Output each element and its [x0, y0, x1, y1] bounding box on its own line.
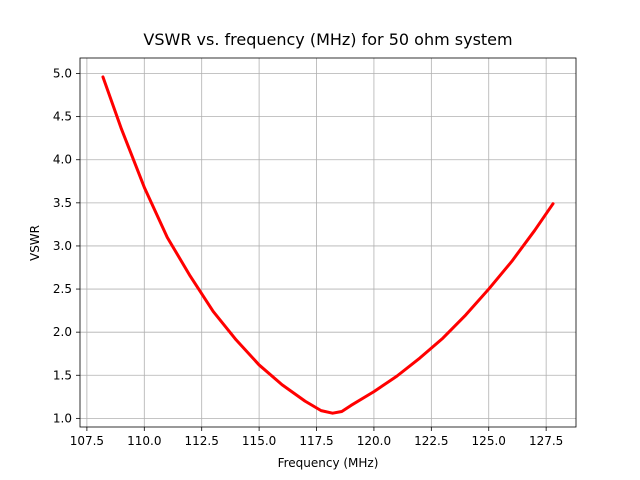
plot-frame — [79, 57, 577, 428]
chart-title: VSWR vs. frequency (MHz) for 50 ohm syst… — [143, 30, 512, 49]
x-tick-label: 117.5 — [299, 434, 333, 448]
y-tick-label: 1.0 — [53, 411, 72, 425]
y-tick-label: 3.5 — [53, 196, 72, 210]
y-tick-label: 2.0 — [53, 325, 72, 339]
series-layer — [101, 75, 555, 415]
x-tick-label: 107.5 — [70, 434, 104, 448]
x-tick-label: 122.5 — [414, 434, 448, 448]
y-tick-label: 3.0 — [53, 239, 72, 253]
y-tick-label: 1.5 — [53, 368, 72, 382]
x-tick-label: 110.0 — [127, 434, 161, 448]
x-tick-label: 125.0 — [472, 434, 506, 448]
y-tick-label: 2.5 — [53, 282, 72, 296]
y-ticks: 1.0 1.5 2.0 2.5 3.0 3.5 4.0 4.5 5.0 — [53, 67, 80, 425]
x-tick-label: 127.5 — [529, 434, 563, 448]
x-ticks: 107.5 110.0 112.5 115.0 117.5 120.0 122.5 125.0… — [70, 427, 563, 448]
y-tick-label: 4.5 — [53, 110, 72, 124]
x-axis-label: Frequency (MHz) — [278, 456, 379, 470]
grid-layer — [80, 58, 576, 427]
y-tick-label: 4.0 — [53, 153, 72, 167]
x-tick-label: 112.5 — [185, 434, 219, 448]
y-axis-label: VSWR — [28, 225, 42, 261]
x-tick-label: 115.0 — [242, 434, 276, 448]
y-tick-label: 5.0 — [53, 67, 72, 81]
vswr-series-line — [101, 75, 555, 415]
x-tick-label: 120.0 — [357, 434, 391, 448]
